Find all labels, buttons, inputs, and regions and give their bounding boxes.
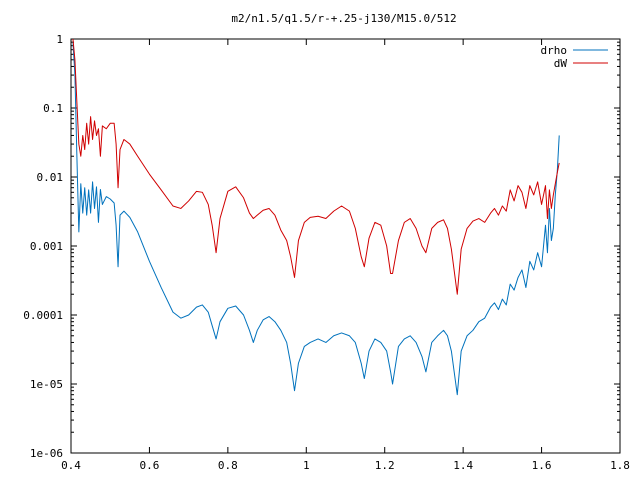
chart-title: m2/n1.5/q1.5/r-+.25-j130/M15.0/512	[231, 12, 456, 25]
x-tick-label: 0.4	[61, 459, 81, 472]
y-tick-label: 0.01	[37, 171, 64, 184]
x-tick-label: 1.6	[532, 459, 552, 472]
series-line-dW	[72, 38, 560, 295]
y-tick-label: 0.0001	[23, 309, 63, 322]
legend-label-dW: dW	[554, 57, 568, 70]
y-tick-label: 1e-06	[30, 447, 63, 460]
y-tick-label: 0.001	[30, 240, 63, 253]
x-tick-label: 1.8	[610, 459, 630, 472]
x-tick-label: 0.6	[139, 459, 159, 472]
series-line-drho	[72, 42, 560, 396]
y-tick-label: 1e-05	[30, 378, 63, 391]
x-tick-label: 1.4	[453, 459, 473, 472]
x-tick-label: 0.8	[218, 459, 238, 472]
plot-frame	[70, 38, 621, 454]
y-tick-label: 1	[56, 33, 63, 46]
y-tick-label: 0.1	[43, 102, 63, 115]
axis-ticks: 0.4 0.6 0.8 1 1.2 1.4 1.6 1.8 1 0.1 0.01 0.001 0.000…	[23, 33, 630, 472]
legend-label-drho: drho	[541, 44, 568, 57]
x-tick-label: 1.2	[375, 459, 395, 472]
series-group	[72, 38, 560, 396]
x-tick-label: 1	[303, 459, 310, 472]
